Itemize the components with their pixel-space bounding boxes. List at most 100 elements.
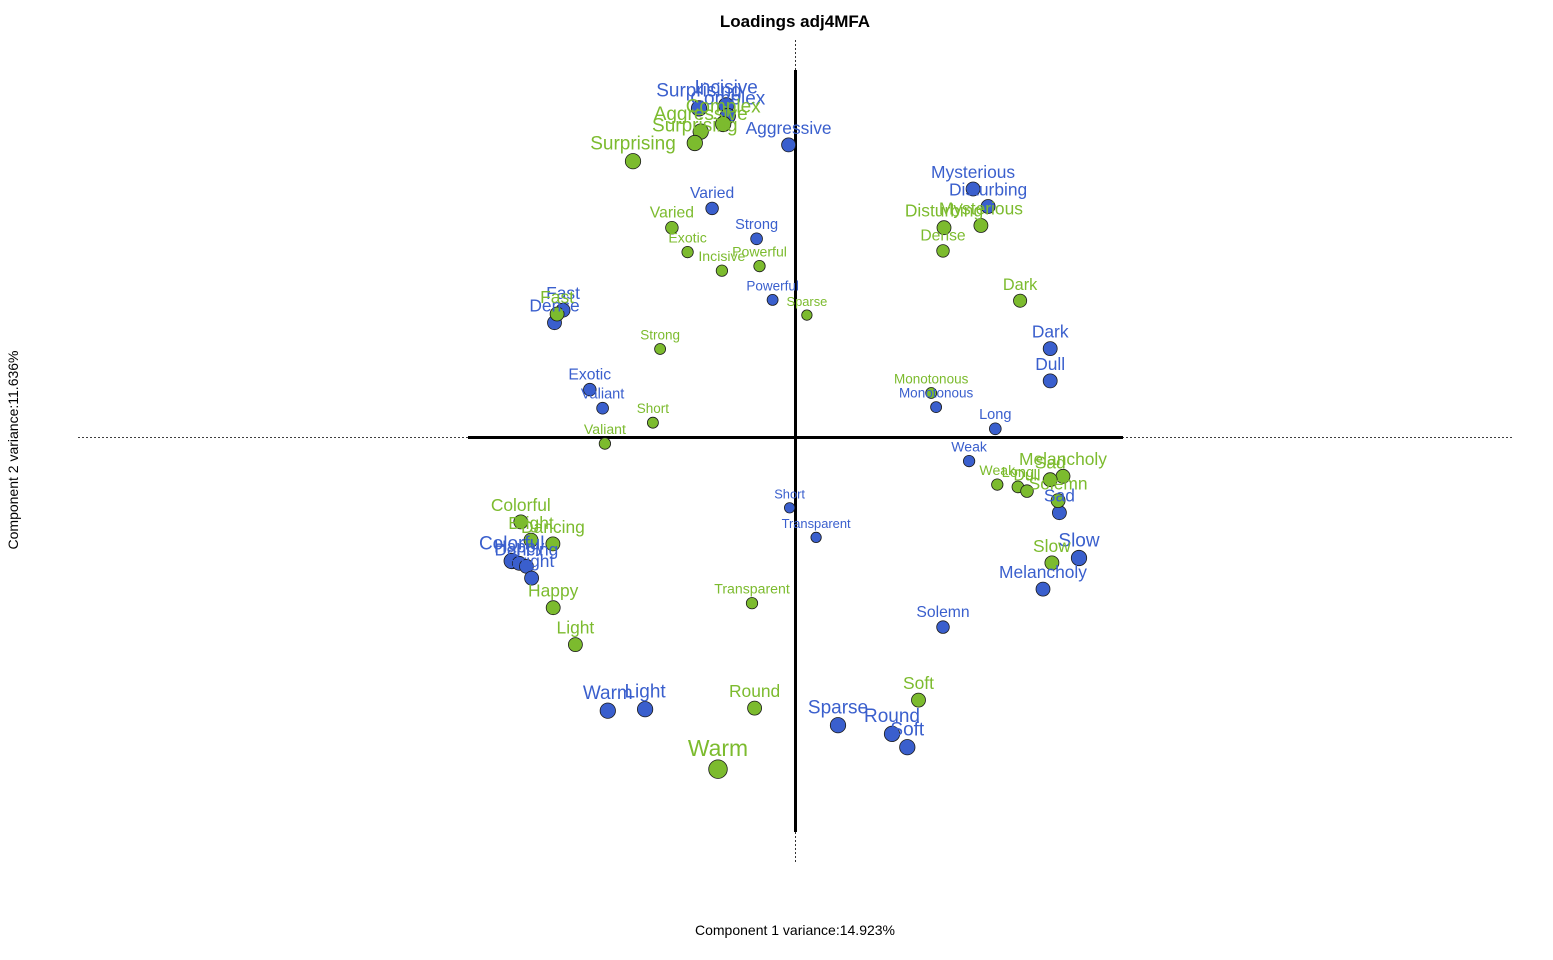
point-label: Weak bbox=[979, 462, 1016, 478]
point-marker bbox=[624, 153, 642, 170]
point-label: Warm bbox=[688, 735, 748, 761]
point-marker bbox=[1042, 472, 1058, 488]
point-marker bbox=[654, 343, 666, 355]
point-marker bbox=[883, 725, 901, 743]
point-marker bbox=[1044, 555, 1060, 571]
point-marker bbox=[568, 637, 583, 652]
point-marker bbox=[781, 137, 796, 153]
point-label: Dark bbox=[1003, 276, 1038, 294]
point-label: Sparse bbox=[808, 698, 868, 719]
y-axis-label: Component 2 variance:11.636% bbox=[5, 351, 21, 550]
point-marker bbox=[513, 514, 529, 530]
point-label: Surprising bbox=[590, 134, 676, 155]
point-label: Round bbox=[864, 706, 920, 727]
point-label: Aggressive bbox=[746, 118, 832, 138]
point-label: Short bbox=[637, 401, 670, 416]
point-label: Light bbox=[557, 618, 595, 638]
point-marker bbox=[911, 692, 926, 708]
point-marker bbox=[925, 387, 938, 399]
point-label: Fast bbox=[540, 287, 574, 307]
point-label: Surprising bbox=[652, 115, 738, 136]
point-label: Disturbing bbox=[905, 201, 983, 221]
chart-marks: IncisiveSurprisingComplexAggressiveMyste… bbox=[479, 78, 1107, 779]
point-marker bbox=[980, 199, 996, 214]
point-marker bbox=[549, 306, 565, 322]
point-marker bbox=[930, 401, 942, 414]
point-label: Incisive bbox=[698, 248, 745, 264]
point-marker bbox=[753, 259, 766, 273]
point-marker bbox=[1042, 373, 1058, 389]
point-marker bbox=[962, 454, 976, 468]
point-marker bbox=[936, 620, 950, 634]
point-label: Mysterious bbox=[931, 162, 1015, 182]
point-marker bbox=[829, 717, 847, 734]
point-label: Weak bbox=[951, 438, 988, 454]
point-marker bbox=[599, 702, 616, 719]
point-marker bbox=[715, 264, 729, 277]
point-label: Long bbox=[1002, 465, 1034, 481]
point-marker bbox=[1013, 293, 1028, 308]
point-label: Dull bbox=[1035, 354, 1065, 374]
point-label: Exotic bbox=[668, 229, 706, 245]
point-label: Colorful bbox=[491, 495, 551, 515]
point-marker bbox=[1042, 341, 1058, 357]
point-marker bbox=[665, 220, 679, 235]
point-label: Slow bbox=[1058, 530, 1099, 551]
point-label: Varied bbox=[690, 185, 734, 202]
point-marker bbox=[783, 502, 796, 514]
point-label: Dancing bbox=[521, 517, 585, 537]
point-label: Complex bbox=[686, 96, 761, 117]
point-marker bbox=[598, 437, 612, 450]
point-marker bbox=[973, 218, 989, 233]
point-label: Light bbox=[624, 682, 666, 703]
point-marker bbox=[750, 232, 763, 246]
point-label: Aggressive bbox=[654, 104, 748, 125]
point-label: Melancholy bbox=[1019, 449, 1107, 469]
point-label: Solemn bbox=[1029, 474, 1088, 494]
point-label: Transparent bbox=[714, 581, 790, 597]
point-marker bbox=[766, 293, 779, 306]
point-label: Soft bbox=[890, 720, 925, 741]
point-marker bbox=[936, 244, 950, 258]
point-marker bbox=[810, 531, 822, 544]
point-label: Fast bbox=[546, 283, 580, 303]
point-marker bbox=[747, 700, 762, 716]
point-marker bbox=[545, 600, 561, 616]
point-marker bbox=[1050, 493, 1066, 509]
point-label: Sad bbox=[1044, 486, 1075, 506]
point-label: Varied bbox=[650, 204, 694, 221]
point-marker bbox=[596, 401, 609, 415]
chart-title: Loadings adj4MFA bbox=[720, 12, 870, 31]
point-marker bbox=[705, 201, 719, 216]
point-marker bbox=[524, 570, 539, 586]
point-label: Bright bbox=[509, 551, 555, 571]
point-marker bbox=[686, 134, 703, 152]
point-label: Powerful bbox=[732, 243, 787, 259]
point-marker bbox=[1070, 549, 1088, 567]
point-label: Valiant bbox=[584, 421, 626, 437]
point-label: Happy bbox=[494, 536, 545, 556]
point-marker bbox=[745, 597, 759, 610]
point-label: Melancholy bbox=[999, 562, 1087, 582]
point-label: Monotonous bbox=[894, 372, 969, 387]
point-label: Sad bbox=[1035, 453, 1066, 473]
point-label: Strong bbox=[735, 217, 778, 233]
point-marker bbox=[988, 422, 1002, 436]
point-label: Dense bbox=[529, 296, 579, 316]
point-marker bbox=[965, 181, 981, 197]
point-label: Valiant bbox=[581, 386, 625, 402]
point-marker bbox=[523, 532, 539, 548]
point-marker bbox=[1035, 581, 1051, 597]
point-label: Colorful bbox=[479, 533, 544, 554]
point-marker bbox=[690, 100, 708, 117]
point-label: Dark bbox=[1032, 322, 1069, 342]
point-label: Soft bbox=[903, 673, 934, 693]
point-label: Happy bbox=[528, 581, 579, 601]
point-label: Dense bbox=[920, 228, 966, 245]
point-label: Transparent bbox=[782, 516, 851, 531]
point-label: Short bbox=[774, 487, 805, 502]
point-label: Solemn bbox=[916, 604, 969, 621]
point-label: Incisive bbox=[695, 78, 758, 99]
point-label: Strong bbox=[640, 328, 680, 343]
